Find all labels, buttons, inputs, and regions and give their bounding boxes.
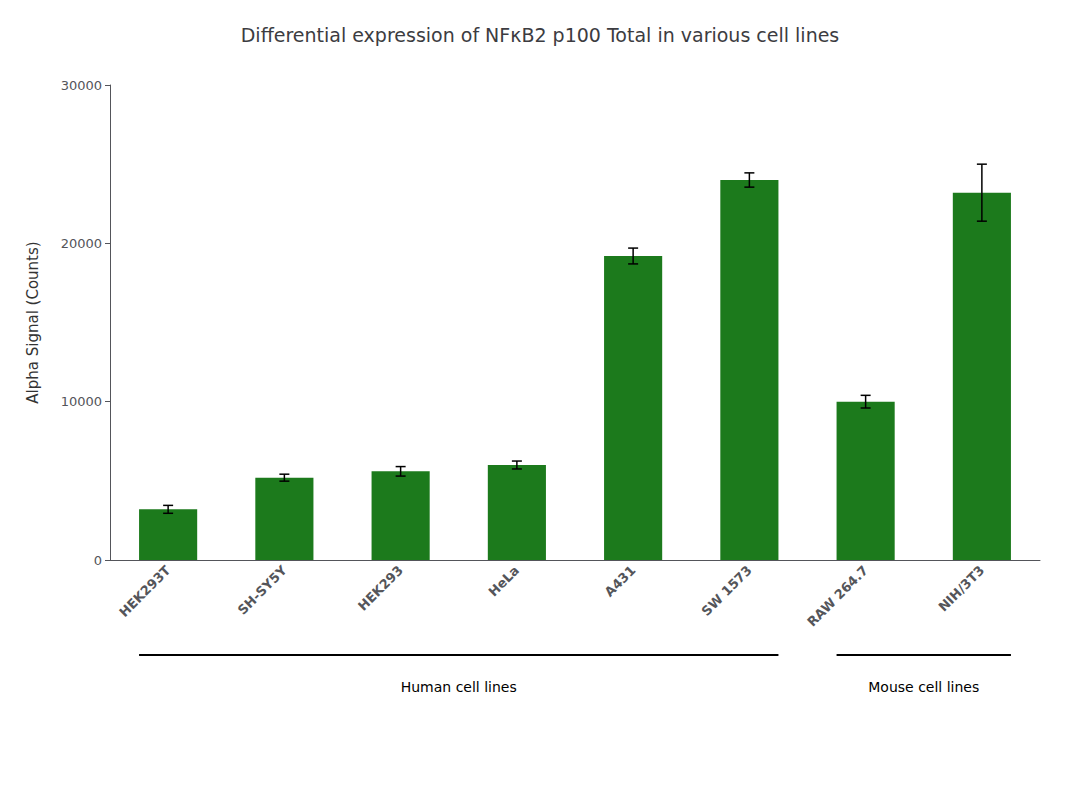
svg-text:Alpha Signal (Counts): Alpha Signal (Counts): [24, 241, 42, 403]
svg-text:RAW 264.7: RAW 264.7: [804, 563, 871, 630]
svg-text:30000: 30000: [61, 78, 102, 93]
svg-text:NIH/3T3: NIH/3T3: [935, 563, 987, 615]
svg-text:Mouse cell lines: Mouse cell lines: [868, 679, 979, 695]
svg-text:HEK293T: HEK293T: [116, 563, 173, 620]
svg-text:Differential expression of NFκ: Differential expression of NFκB2 p100 To…: [241, 24, 840, 46]
svg-text:A431: A431: [602, 563, 639, 600]
svg-text:HEK293: HEK293: [355, 563, 406, 614]
svg-text:0: 0: [94, 553, 102, 568]
svg-text:Human cell lines: Human cell lines: [401, 679, 517, 695]
svg-text:10000: 10000: [61, 394, 102, 409]
svg-text:SW 1573: SW 1573: [699, 563, 755, 619]
svg-text:HeLa: HeLa: [486, 563, 523, 600]
svg-text:SH-SY5Y: SH-SY5Y: [235, 562, 290, 617]
svg-text:20000: 20000: [61, 236, 102, 251]
